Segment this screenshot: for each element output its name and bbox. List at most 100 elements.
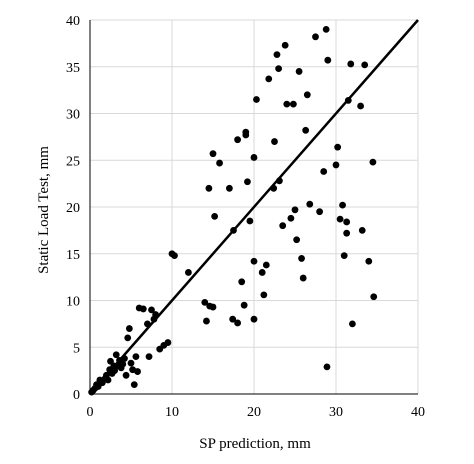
data-point: [265, 75, 273, 83]
data-point: [229, 315, 237, 323]
data-point: [289, 100, 297, 108]
data-point: [271, 138, 278, 145]
y-tick-label: 20: [66, 201, 80, 216]
data-point: [209, 150, 217, 158]
y-tick-label: 25: [66, 154, 80, 169]
x-tick-label: 20: [247, 405, 261, 420]
data-point: [262, 261, 270, 269]
data-point: [295, 68, 303, 75]
y-tick-label: 30: [66, 108, 80, 123]
data-point: [302, 126, 310, 134]
data-point: [369, 158, 377, 166]
data-point: [339, 201, 346, 209]
data-point: [361, 61, 369, 69]
data-point: [122, 371, 130, 379]
data-point: [276, 177, 283, 185]
data-point: [121, 355, 128, 362]
data-point: [299, 274, 307, 282]
data-point: [216, 159, 223, 167]
data-point: [230, 226, 237, 234]
data-point: [234, 319, 242, 327]
data-point: [370, 293, 378, 301]
data-point: [112, 351, 120, 359]
data-point: [293, 236, 301, 244]
data-point: [291, 206, 299, 214]
data-point: [203, 317, 210, 325]
data-point: [275, 65, 282, 73]
data-point: [234, 136, 242, 144]
data-point: [145, 353, 153, 360]
data-point: [124, 334, 132, 342]
data-point: [332, 161, 340, 169]
data-point: [205, 184, 213, 192]
y-tick-label: 15: [66, 248, 80, 263]
data-point: [242, 128, 250, 136]
y-tick-label: 5: [73, 341, 80, 356]
data-point: [340, 252, 348, 260]
data-point: [104, 376, 112, 384]
data-point: [343, 229, 351, 237]
data-point: [344, 97, 352, 104]
y-tick-label: 35: [66, 61, 80, 76]
data-point: [130, 381, 138, 389]
x-tick-label: 10: [165, 405, 179, 420]
data-point: [270, 184, 278, 192]
data-point: [312, 33, 319, 41]
data-point: [260, 291, 268, 299]
data-point: [125, 325, 133, 332]
data-point: [185, 269, 192, 276]
fit-line-layer: [89, 19, 419, 395]
data-point: [334, 143, 342, 151]
data-point: [273, 51, 281, 58]
data-point: [238, 278, 246, 286]
data-point: [211, 212, 219, 220]
data-point: [258, 269, 266, 276]
data-point: [324, 56, 332, 64]
data-point: [349, 320, 356, 328]
data-point: [365, 257, 373, 265]
data-point: [152, 311, 160, 318]
data-point: [148, 306, 155, 314]
data-point: [303, 91, 311, 99]
data-point: [132, 353, 140, 360]
data-point: [347, 60, 355, 68]
tick-labels: 0 10 20 30 40 0 5 10 15 20 25 30 35 40: [66, 14, 425, 420]
axes: [89, 20, 418, 395]
y-tick-label: 0: [73, 388, 80, 403]
data-point: [336, 215, 344, 223]
data-point: [250, 154, 258, 161]
data-point: [201, 298, 209, 306]
data-point: [164, 339, 172, 346]
data-point: [253, 96, 260, 103]
data-point: [250, 257, 258, 265]
x-tick-label: 30: [329, 405, 343, 420]
fit-line: [89, 19, 419, 395]
data-point: [316, 208, 323, 216]
data-point: [322, 25, 330, 33]
data-point: [139, 305, 147, 313]
x-tick-label: 0: [87, 405, 94, 420]
y-tick-label: 10: [66, 295, 80, 310]
data-point: [119, 360, 127, 368]
data-point: [240, 301, 248, 309]
data-point: [279, 222, 287, 230]
data-point: [171, 252, 178, 260]
data-point: [287, 214, 295, 222]
data-point: [320, 168, 328, 175]
data-point: [281, 41, 289, 49]
x-tick-label: 40: [411, 405, 425, 420]
y-axis-label: Static Load Test, mm: [36, 146, 52, 274]
data-point: [343, 218, 351, 226]
data-point: [298, 255, 305, 262]
data-point: [127, 359, 135, 367]
data-point: [246, 217, 254, 225]
data-point: [358, 226, 366, 234]
data-point: [250, 315, 258, 323]
data-point: [357, 102, 364, 110]
x-axis-label: SP prediction, mm: [199, 436, 311, 452]
data-point: [226, 184, 233, 192]
y-tick-label: 40: [66, 14, 80, 29]
data-points: [88, 25, 378, 396]
